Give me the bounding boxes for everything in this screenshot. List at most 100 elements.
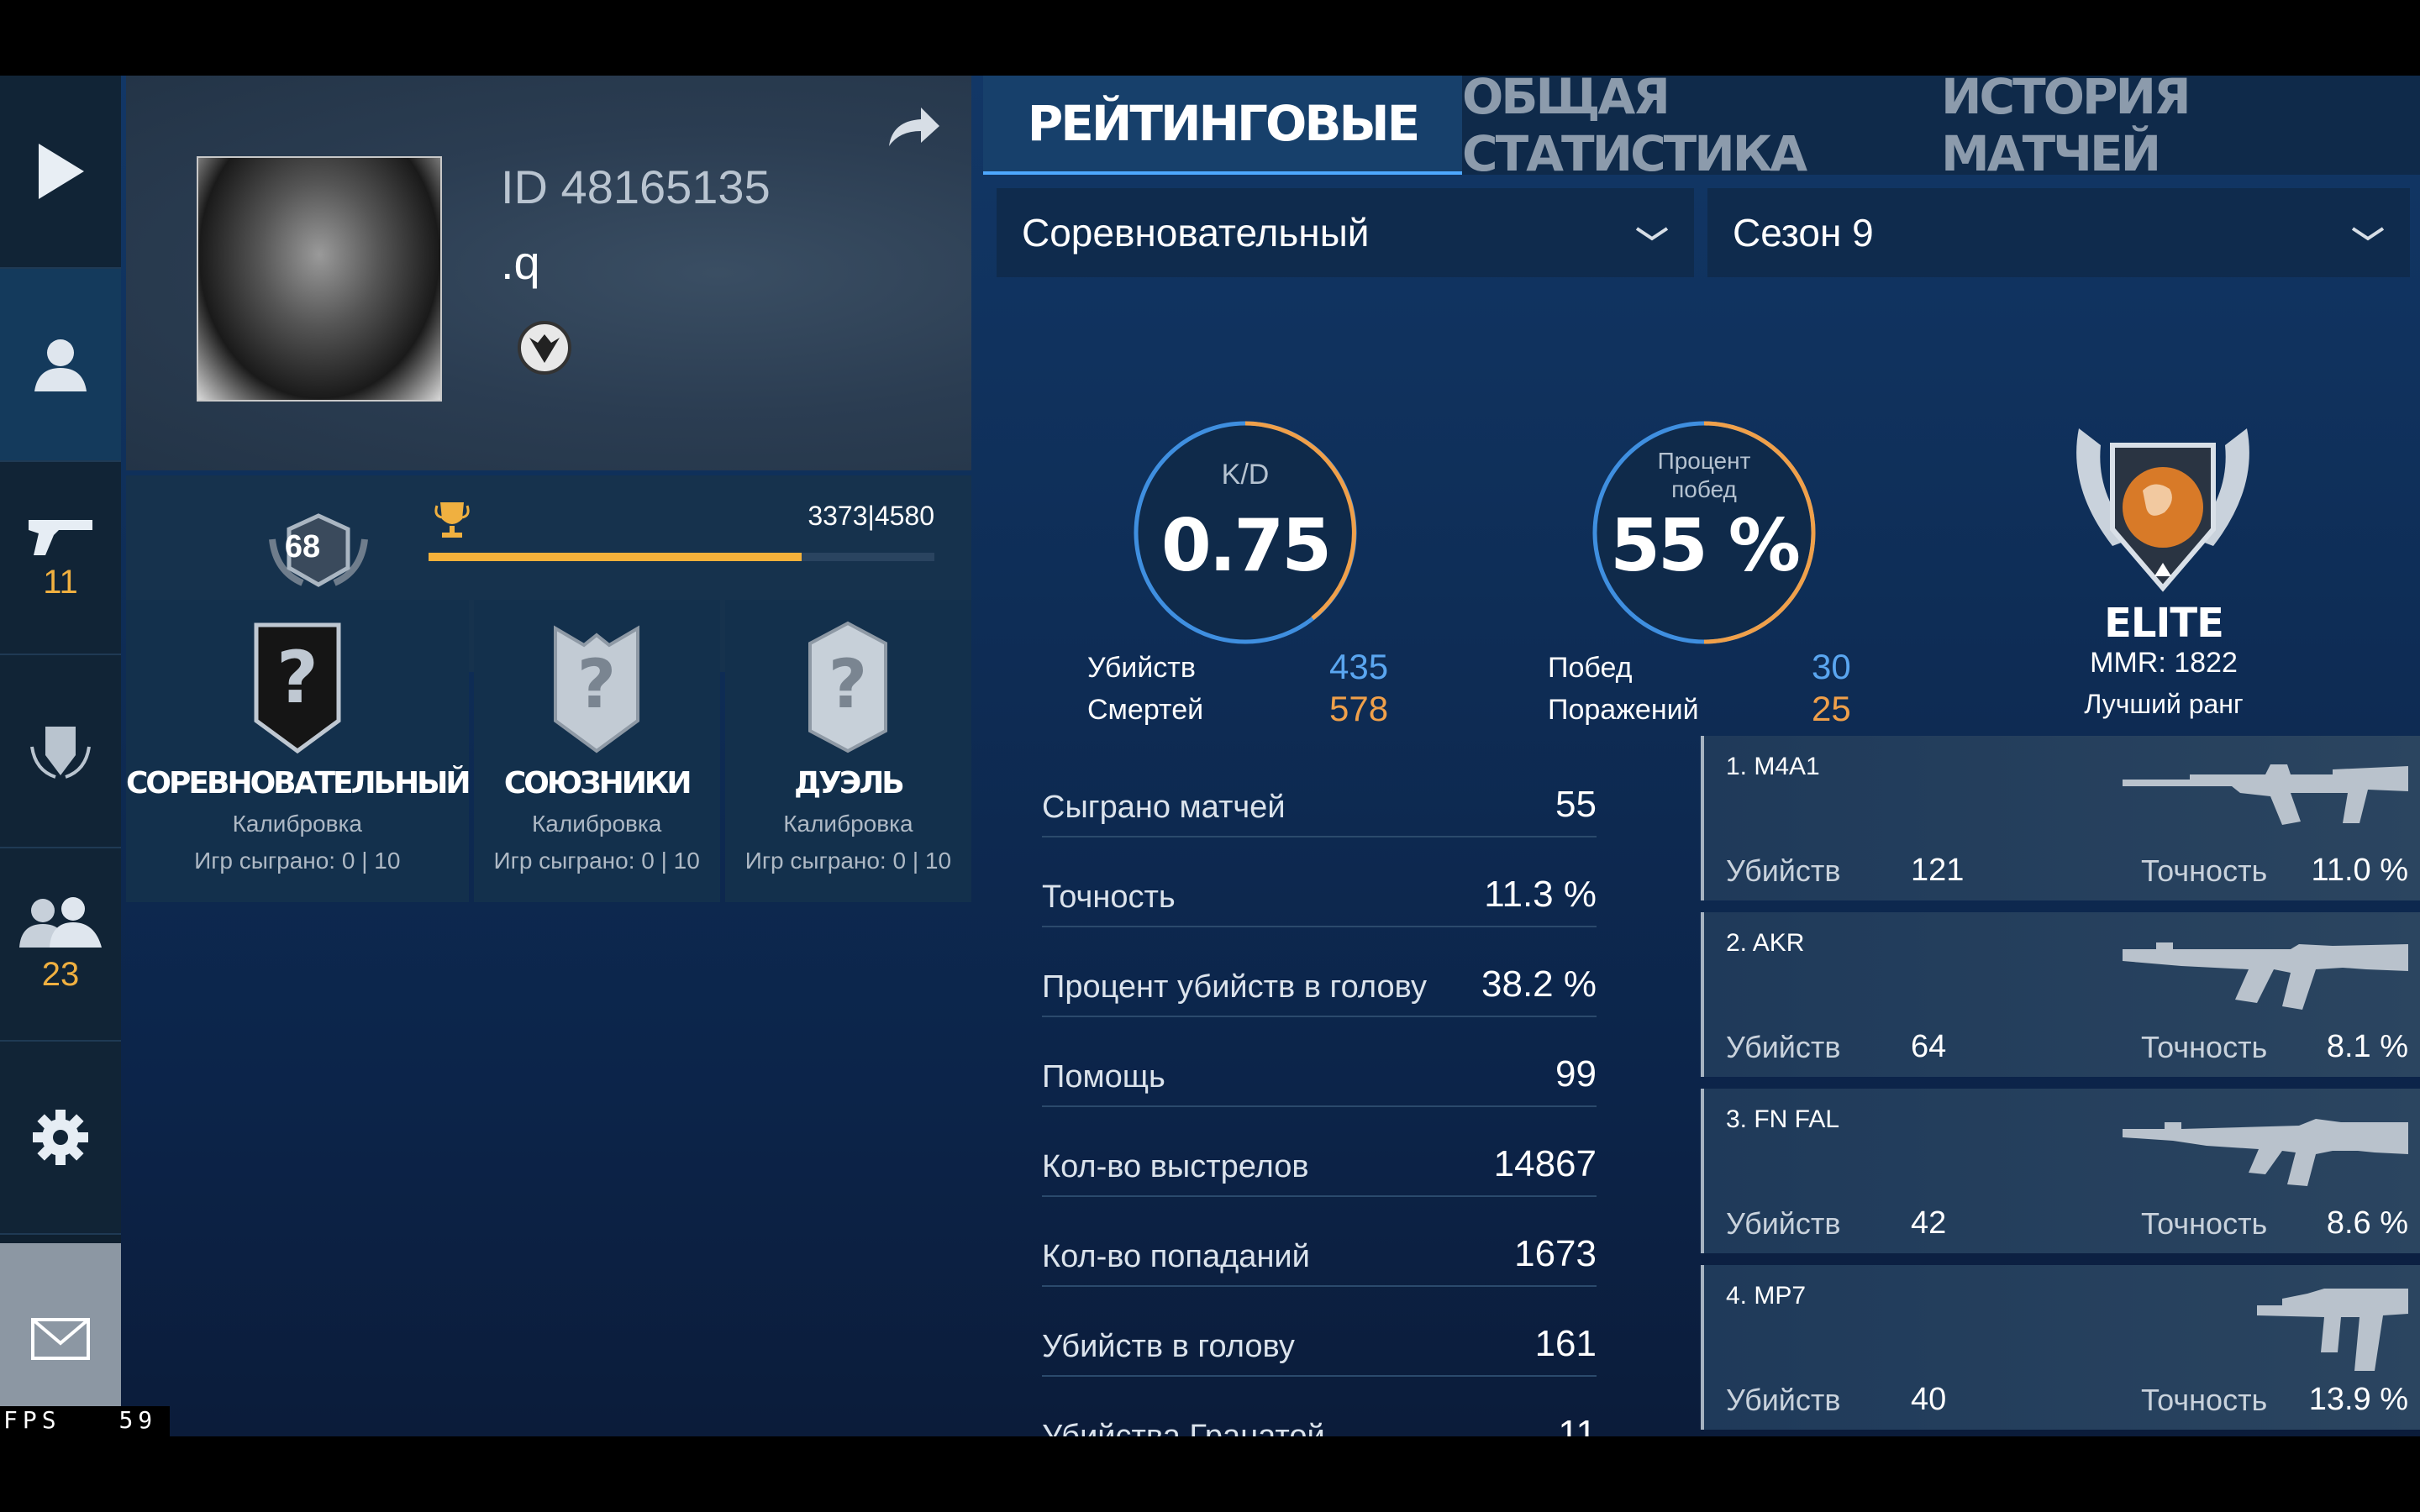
fps-value: 59: [118, 1406, 158, 1434]
fps-counter: FPS 59: [0, 1406, 170, 1436]
stat-value: 38.2 %: [1481, 963, 1597, 1005]
season-select[interactable]: Сезон 9: [1707, 188, 2410, 277]
weapon-kills-label: Убийств: [1726, 853, 1841, 888]
sidebar-weapons-button[interactable]: 11: [0, 462, 121, 655]
mode-games: Игр сыграно: 0 | 10: [493, 848, 700, 874]
kd-value: 0.75: [1160, 504, 1332, 588]
svg-text:?: ?: [276, 636, 318, 720]
weapon-card[interactable]: 4. MP7 Убийств 40 Точность 13.9 %: [1701, 1265, 2420, 1430]
mode-status: Калибровка: [531, 811, 662, 837]
winrate-value: 55 %: [1610, 504, 1801, 588]
mode-select[interactable]: Соревновательный: [997, 188, 1694, 277]
weapon-name: 1. M4A1: [1726, 753, 1820, 780]
weapon-kills: 42: [1911, 1205, 1947, 1241]
unranked-hex-badge-icon: ?: [808, 621, 888, 753]
mode-card-competitive[interactable]: ? СОРЕВНОВАТЕЛЬНЫЙ Калибровка Игр сыгран…: [126, 600, 471, 902]
stat-label: Кол-во выстрелов: [1042, 1149, 1309, 1184]
kills-label: Убийств: [1087, 652, 1196, 684]
stat-row: Сыграно матчей 55: [1042, 748, 1597, 837]
weapons-list: 1. M4A1 Убийств 121 Точность 11.0 % 2. A…: [1701, 736, 2420, 1436]
weapon-kills: 64: [1911, 1029, 1947, 1064]
tab-ranked[interactable]: РЕЙТИНГОВЫЕ: [983, 76, 1462, 175]
sidebar: 11 23: [0, 76, 121, 1436]
rifle-akr-icon: [2123, 942, 2408, 1010]
stat-value: 11: [1558, 1413, 1597, 1436]
weapon-accuracy: 8.6 %: [2326, 1205, 2408, 1241]
clan-emblem-icon[interactable]: [509, 312, 580, 383]
stat-value: 161: [1534, 1323, 1597, 1364]
weapon-name: 3. FN FAL: [1726, 1105, 1840, 1133]
pistol-icon: [29, 519, 92, 555]
sidebar-rank-button[interactable]: [0, 655, 121, 848]
mode-title: СОРЕВНОВАТЕЛЬНЫЙ: [126, 766, 471, 801]
weapon-accuracy-label: Точность: [2141, 853, 2268, 888]
xp-text: 3373|4580: [808, 501, 934, 531]
tab-match-history[interactable]: ИСТОРИЯ МАТЧЕЙ: [1941, 76, 2420, 182]
unranked-badge-icon: ?: [254, 622, 341, 754]
wins-label: Побед: [1548, 652, 1633, 684]
stat-row: Убийств в голову 161: [1042, 1287, 1597, 1377]
weapon-kills-label: Убийств: [1726, 1030, 1841, 1064]
weapon-kills-label: Убийств: [1726, 1206, 1841, 1241]
friends-icon: [19, 896, 102, 948]
tab-general-stats[interactable]: ОБЩАЯ СТАТИСТИКА: [1462, 76, 1941, 182]
weapon-accuracy: 11.0 %: [2311, 853, 2408, 888]
season-select-value: Сезон 9: [1733, 211, 1874, 255]
losses-value: 25: [1812, 689, 1851, 728]
rank-name: ELITE: [2104, 600, 2224, 647]
stat-value: 55: [1555, 784, 1597, 825]
weapon-card[interactable]: 3. FN FAL Убийств 42 Точность 8.6 %: [1701, 1089, 2420, 1253]
stat-row: Кол-во выстрелов 14867: [1042, 1107, 1597, 1197]
mode-status: Калибровка: [783, 811, 913, 837]
chevron-down-icon: [1635, 227, 1669, 241]
weapon-kills: 40: [1911, 1382, 1947, 1417]
sidebar-profile-button[interactable]: [0, 269, 121, 462]
mode-card-allies[interactable]: ? СОЮЗНИКИ Калибровка Игр сыграно: 0 | 1…: [473, 600, 720, 902]
stat-row: Кол-во попаданий 1673: [1042, 1197, 1597, 1287]
profile-panel: ID 48165135 .q: [126, 76, 971, 470]
deaths-value: 578: [1329, 689, 1389, 728]
unranked-wings-badge-icon: ?: [554, 625, 640, 753]
kd-label: K/D: [1221, 459, 1270, 491]
avatar[interactable]: [197, 156, 442, 402]
stat-label: Сыграно матчей: [1042, 790, 1286, 825]
user-icon: [34, 339, 87, 391]
player-name: .q: [501, 236, 540, 289]
rank-shield-icon: [30, 727, 91, 779]
kd-ring: [1134, 421, 1357, 644]
weapon-card[interactable]: 1. M4A1 Убийств 121 Точность 11.0 %: [1701, 736, 2420, 900]
weapon-card[interactable]: 2. AKR Убийств 64 Точность 8.1 %: [1701, 912, 2420, 1077]
mode-cards: ? СОРЕВНОВАТЕЛЬНЫЙ Калибровка Игр сыгран…: [126, 600, 971, 902]
svg-text:?: ?: [829, 645, 867, 723]
mode-status: Калибровка: [232, 811, 362, 837]
mode-games: Игр сыграно: 0 | 10: [194, 848, 401, 874]
player-id: ID 48165135: [501, 160, 771, 213]
sidebar-friends-button[interactable]: 23: [0, 848, 121, 1042]
summary-area: K/D 0.75 Убийств 435 Смертей 578 Процент…: [983, 294, 2420, 731]
losses-label: Поражений: [1548, 694, 1699, 726]
gear-icon: [33, 1110, 88, 1165]
sidebar-settings-button[interactable]: [0, 1042, 121, 1235]
mode-card-duel[interactable]: ? ДУЭЛЬ Калибровка Игр сыграно: 0 | 10: [724, 600, 971, 902]
mail-icon: [31, 1318, 90, 1360]
wins-value: 30: [1812, 647, 1851, 686]
winrate-ring: [1592, 421, 1816, 644]
friends-count: 23: [41, 955, 80, 993]
mode-title: СОЮЗНИКИ: [503, 766, 692, 801]
stat-row: Точность 11.3 %: [1042, 837, 1597, 927]
stat-label: Убийства Гранатой: [1042, 1419, 1325, 1436]
chevron-down-icon: [2351, 227, 2385, 241]
weapon-accuracy-label: Точность: [2141, 1383, 2268, 1417]
rank-mmr: MMR: 1822: [2090, 647, 2238, 679]
stat-label: Точность: [1042, 879, 1176, 915]
sidebar-play-button[interactable]: [0, 76, 121, 269]
stat-value: 11.3 %: [1484, 874, 1597, 915]
weapon-name: 2. AKR: [1726, 929, 1805, 957]
stat-row: Помощь 99: [1042, 1017, 1597, 1107]
trophy-icon: [434, 502, 470, 538]
weapon-kills: 121: [1911, 853, 1965, 888]
stat-label: Кол-во попаданий: [1042, 1239, 1310, 1274]
sidebar-mail-button[interactable]: [0, 1243, 121, 1436]
share-icon[interactable]: [887, 106, 941, 148]
winrate-label: Процент побед: [1588, 447, 1820, 504]
